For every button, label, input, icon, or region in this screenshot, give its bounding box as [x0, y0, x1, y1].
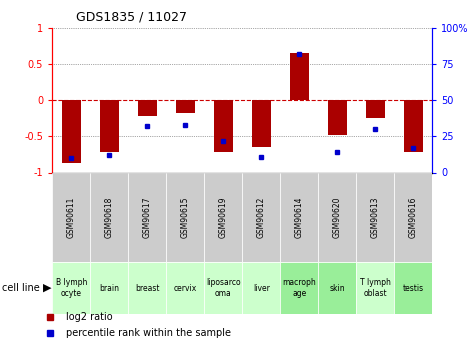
Bar	[176, 100, 195, 113]
Text: brain: brain	[99, 284, 119, 293]
Text: testis: testis	[403, 284, 424, 293]
Text: GSM90614: GSM90614	[295, 197, 304, 238]
Bar	[252, 100, 271, 147]
Bar	[404, 100, 423, 152]
Bar	[394, 262, 432, 314]
Bar	[138, 100, 157, 116]
Text: GSM90616: GSM90616	[409, 197, 418, 238]
Text: B lymph
ocyte: B lymph ocyte	[56, 278, 87, 298]
Bar	[318, 262, 356, 314]
Text: GSM90619: GSM90619	[219, 197, 228, 238]
Text: GDS1835 / 11027: GDS1835 / 11027	[76, 10, 187, 23]
Bar	[280, 172, 318, 262]
Bar	[356, 172, 394, 262]
Text: GSM90615: GSM90615	[181, 197, 190, 238]
Text: macroph
age: macroph age	[282, 278, 316, 298]
Bar	[242, 262, 280, 314]
Text: T lymph
oblast: T lymph oblast	[360, 278, 390, 298]
Text: GSM90620: GSM90620	[333, 197, 342, 238]
Bar	[100, 100, 119, 152]
Bar	[242, 172, 280, 262]
Bar	[356, 262, 394, 314]
Text: liver: liver	[253, 284, 270, 293]
Bar	[166, 262, 204, 314]
Bar	[62, 100, 81, 163]
Bar	[90, 172, 128, 262]
Text: cell line: cell line	[2, 283, 40, 293]
Bar	[128, 262, 166, 314]
Bar	[328, 100, 347, 135]
Bar	[290, 53, 309, 100]
Text: liposarco
oma: liposarco oma	[206, 278, 240, 298]
Bar	[90, 262, 128, 314]
Bar	[128, 172, 166, 262]
Text: GSM90612: GSM90612	[257, 197, 266, 238]
Bar	[394, 172, 432, 262]
Text: log2 ratio: log2 ratio	[66, 312, 112, 322]
Text: cervix: cervix	[174, 284, 197, 293]
Bar	[204, 172, 242, 262]
Bar	[214, 100, 233, 152]
Text: GSM90618: GSM90618	[105, 197, 114, 238]
Bar	[318, 172, 356, 262]
Text: ▶: ▶	[43, 283, 51, 293]
Text: breast: breast	[135, 284, 160, 293]
Text: skin: skin	[330, 284, 345, 293]
Text: percentile rank within the sample: percentile rank within the sample	[66, 328, 230, 338]
Bar	[52, 172, 90, 262]
Bar	[204, 262, 242, 314]
Bar	[52, 262, 90, 314]
Text: GSM90617: GSM90617	[143, 197, 152, 238]
Text: GSM90613: GSM90613	[371, 197, 380, 238]
Bar	[366, 100, 385, 118]
Bar	[280, 262, 318, 314]
Text: GSM90611: GSM90611	[67, 197, 76, 238]
Bar	[166, 172, 204, 262]
